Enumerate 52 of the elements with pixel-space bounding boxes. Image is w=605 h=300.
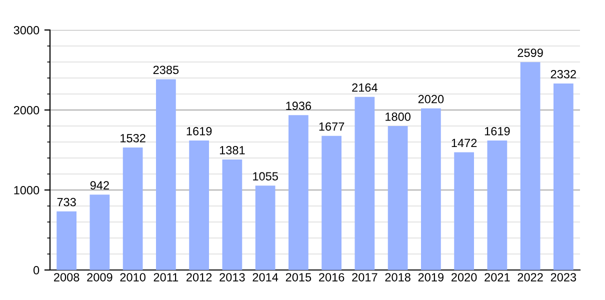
data-label: 1055 bbox=[253, 172, 278, 180]
bar bbox=[421, 108, 441, 270]
y-tick-label: 2000 bbox=[14, 106, 40, 114]
x-tick-label: 2020 bbox=[452, 273, 477, 282]
bar bbox=[487, 140, 508, 270]
bar bbox=[222, 160, 242, 270]
bar bbox=[189, 140, 209, 270]
x-tick-label: 2018 bbox=[385, 273, 410, 282]
data-label: 1619 bbox=[186, 127, 212, 136]
data-label: 1619 bbox=[484, 127, 510, 136]
data-label: 1472 bbox=[452, 138, 477, 148]
x-tick-label: 2023 bbox=[550, 273, 576, 282]
bar bbox=[288, 115, 308, 270]
x-tick-label: 2017 bbox=[352, 273, 378, 282]
bar bbox=[354, 96, 375, 270]
x-tick-label: 2019 bbox=[418, 273, 444, 282]
bar bbox=[122, 147, 143, 270]
x-tick-label: 2016 bbox=[319, 273, 344, 282]
data-label: 2332 bbox=[550, 70, 576, 78]
data-label: 1936 bbox=[286, 102, 312, 110]
x-tick-label: 2008 bbox=[54, 273, 80, 282]
bar bbox=[156, 79, 176, 270]
x-tick-label: 2011 bbox=[154, 273, 178, 282]
x-tick-label: 2010 bbox=[120, 273, 146, 282]
bar bbox=[255, 186, 276, 270]
x-tick-label: 2022 bbox=[518, 273, 543, 282]
y-tick-label: 1000 bbox=[14, 186, 40, 194]
bar bbox=[454, 152, 474, 270]
data-label: 1800 bbox=[386, 112, 410, 121]
x-tick-label: 2012 bbox=[186, 273, 212, 282]
data-label: 1677 bbox=[319, 122, 344, 131]
x-tick-label: 2014 bbox=[252, 273, 278, 282]
bar bbox=[90, 194, 110, 270]
data-label: 2020 bbox=[418, 94, 444, 104]
bar bbox=[322, 136, 342, 270]
x-tick-label: 2013 bbox=[220, 273, 245, 282]
data-label: 1381 bbox=[220, 146, 245, 154]
data-label: 2599 bbox=[518, 48, 543, 57]
bar bbox=[388, 126, 408, 270]
bar bbox=[554, 83, 574, 270]
data-label: 1532 bbox=[120, 134, 146, 142]
y-tick-label: 3000 bbox=[14, 26, 40, 34]
data-label: 2385 bbox=[153, 66, 179, 74]
bar bbox=[56, 211, 76, 270]
data-label: 942 bbox=[90, 181, 109, 190]
x-tick-label: 2021 bbox=[484, 273, 510, 282]
data-label: 733 bbox=[57, 198, 76, 206]
data-label: 2164 bbox=[352, 83, 378, 92]
x-tick-label: 2015 bbox=[286, 273, 312, 282]
x-tick-label: 2009 bbox=[87, 273, 112, 282]
bar bbox=[520, 62, 540, 270]
y-tick-label: 0 bbox=[33, 266, 40, 274]
